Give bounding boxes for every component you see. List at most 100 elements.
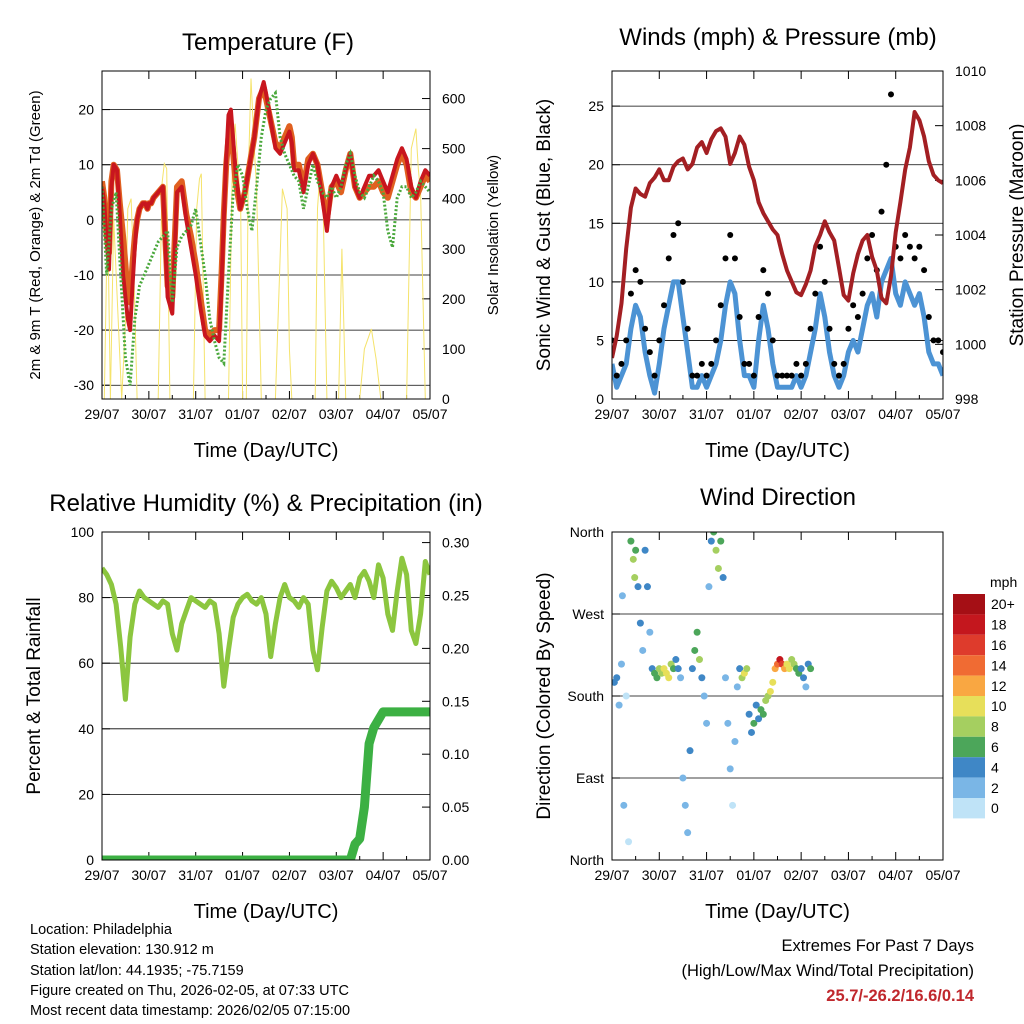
y2-tick-label: 1000 (955, 336, 986, 352)
gust-point (656, 337, 663, 344)
y-tick-label: 40 (78, 721, 94, 737)
y2-tick-label: 0.15 (442, 693, 469, 709)
wind-direction-point (700, 692, 708, 700)
x-tick-label: 29/07 (594, 867, 629, 883)
chart-panel-3: Relative Humidity (%) & Precipitation (i… (24, 490, 483, 923)
x-tick-label: 04/07 (878, 406, 913, 422)
legend-label: 18 (991, 617, 1007, 633)
gust-point (750, 372, 757, 379)
gust-point (694, 372, 701, 379)
x-tick-label: 02/07 (272, 867, 307, 883)
gust-point (817, 243, 824, 250)
gust-point (883, 161, 890, 168)
plot-area (102, 555, 430, 860)
solar-insolation-line (103, 78, 430, 399)
t9m-line (102, 80, 430, 344)
y-tick-label: East (576, 770, 604, 786)
x-axis-label: Time (Day/UTC) (705, 440, 850, 462)
wind-direction-point (622, 692, 630, 700)
legend-label: 8 (991, 719, 999, 735)
y-tick-label: 100 (71, 524, 95, 540)
gust-point (708, 360, 715, 367)
plot-area (612, 532, 815, 846)
legend-label: 4 (991, 759, 999, 775)
wind-direction-point (712, 546, 720, 554)
x-tick-label: 04/07 (366, 406, 401, 422)
legend-label: 0 (991, 800, 999, 816)
wind-direction-point (717, 537, 725, 545)
wind-direction-point (752, 701, 760, 709)
gust-point (769, 337, 776, 344)
gust-point (637, 278, 644, 285)
wind-direction-point (719, 574, 727, 582)
plot-border (611, 531, 944, 861)
wind-direction-point (617, 660, 625, 668)
chart-title: Temperature (F) (182, 29, 354, 56)
wind-direction-point (672, 656, 680, 664)
legend-label: 10 (991, 698, 1007, 714)
wind-direction-point (681, 801, 689, 809)
gust-point (717, 302, 724, 309)
y-tick-label: 10 (78, 157, 94, 173)
gust-point (916, 243, 923, 250)
gust-point (911, 255, 918, 262)
relative-humidity-line (102, 555, 430, 702)
y-tick-label: 80 (78, 590, 94, 606)
x-tick-label: 01/07 (225, 867, 260, 883)
x-axis-label: Time (Day/UTC) (194, 901, 339, 923)
x-tick-label: 29/07 (84, 867, 119, 883)
gust-point (826, 325, 833, 332)
precipitation-line (102, 707, 430, 860)
gust-point (698, 360, 705, 367)
y2-tick-label: 1008 (955, 118, 986, 134)
t2m-line (102, 84, 430, 339)
legend-swatch (953, 675, 985, 696)
gust-point (760, 267, 767, 274)
legend-swatch (953, 655, 985, 676)
gust-point (812, 290, 819, 297)
gust-point (906, 243, 913, 250)
gust-point (713, 337, 720, 344)
gust-point (902, 232, 909, 238)
wind-direction-point (618, 592, 626, 600)
gust-point (783, 372, 790, 379)
wind-direction-point (615, 701, 623, 709)
y2-axis-label: Station Pressure (Maroon) (1007, 124, 1024, 347)
wind-direction-point (684, 829, 692, 837)
wind-direction-point (686, 747, 694, 755)
y-tick-label: 0 (86, 212, 94, 228)
y-tick-label: -30 (74, 377, 94, 393)
wind-direction-point (674, 665, 682, 673)
x-tick-label: 31/07 (178, 867, 213, 883)
gust-point (618, 360, 625, 367)
legend-label: 14 (991, 657, 1007, 673)
station-pressure-line (612, 110, 943, 359)
extremes-title: Extremes For Past 7 Days (781, 937, 974, 955)
gust-point (779, 372, 786, 379)
legend-swatch (953, 614, 985, 635)
gust-point (755, 314, 762, 320)
gust-point (798, 372, 805, 379)
legend-unit: mph (990, 574, 1017, 590)
gust-point (736, 314, 743, 320)
wind-direction-point (629, 555, 637, 563)
x-tick-label: 30/07 (131, 867, 166, 883)
x-tick-label: 05/07 (925, 867, 960, 883)
gust-point (935, 337, 942, 344)
plot-border (101, 70, 431, 400)
y-axis-label: Sonic Wind & Gust (Blue, Black) (534, 99, 555, 371)
station-info: Location: Philadelphia Station elevation… (30, 920, 350, 1021)
y2-tick-label: 1006 (955, 172, 986, 188)
legend-swatch (953, 696, 985, 717)
gust-point (930, 337, 937, 344)
wind-direction-point (800, 674, 808, 682)
y2-tick-label: 0.00 (442, 852, 469, 868)
wind-direction-point (646, 628, 654, 636)
y-tick-label: 20 (78, 102, 94, 118)
plot-area (612, 91, 943, 396)
wind-direction-point (691, 646, 699, 654)
plot-area (102, 78, 430, 399)
y-tick-label: North (570, 852, 604, 868)
wind-direction-point (643, 583, 651, 591)
